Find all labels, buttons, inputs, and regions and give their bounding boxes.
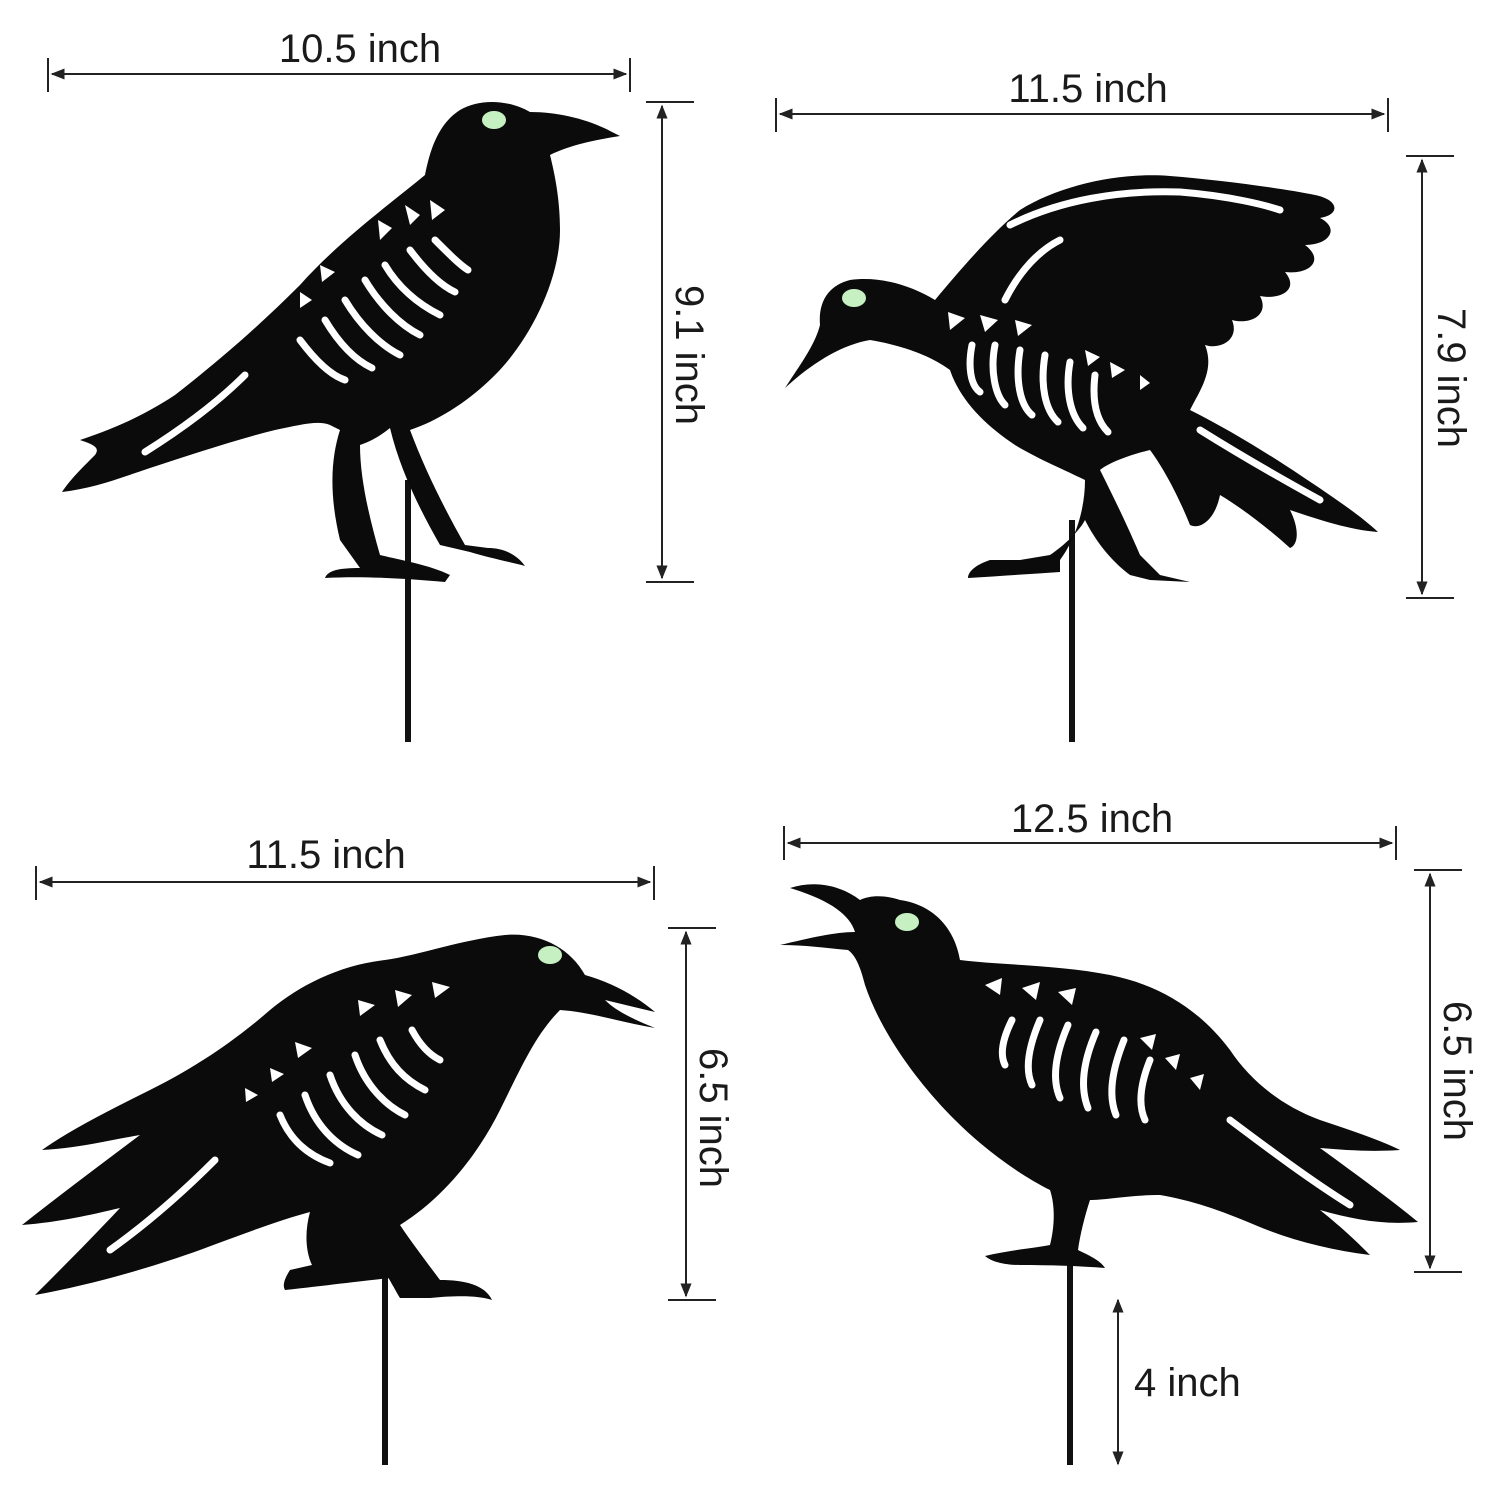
crow-4-height-dimension: 6.5 inch — [1414, 869, 1479, 1273]
crow-2-eye — [842, 289, 866, 307]
crow-4-stake-dimension: 4 inch — [1112, 1298, 1241, 1466]
crow-4-figure — [780, 884, 1418, 1465]
crow-1-height-label: 9.1 inch — [667, 285, 711, 425]
crow-1-eye — [482, 111, 506, 129]
crow-1-width-label: 10.5 inch — [279, 27, 441, 71]
crow-3-ribs — [106, 982, 450, 1254]
crow-2-height-label: 7.9 inch — [1429, 308, 1473, 448]
crow-3-height-dimension: 6.5 inch — [668, 927, 735, 1301]
crow-2-ribs — [948, 188, 1324, 504]
crow-2-width-dimension: 11.5 inch — [775, 67, 1389, 132]
crow-4-silhouette-icon — [780, 884, 1418, 1268]
crow-4-height-label: 6.5 inch — [1435, 1001, 1479, 1141]
crow-1-ribs — [141, 200, 472, 456]
crow-3-silhouette-icon — [22, 934, 655, 1300]
crow-2-width-label: 11.5 inch — [1008, 67, 1167, 111]
crow-3-figure — [22, 934, 655, 1465]
crow-3-height-label: 6.5 inch — [691, 1048, 735, 1188]
crow-4-eye — [895, 913, 919, 931]
crow-1-width-dimension: 10.5 inch — [47, 27, 631, 92]
crow-4-width-dimension: 12.5 inch — [783, 797, 1397, 860]
crow-2-silhouette-icon — [785, 175, 1378, 582]
crow-2-height-dimension: 7.9 inch — [1406, 155, 1473, 599]
crow-4-stake-label: 4 inch — [1134, 1361, 1241, 1405]
crow-1-figure — [62, 101, 620, 742]
crow-3-width-label: 11.5 inch — [246, 833, 405, 877]
crow-4-ribs — [985, 978, 1354, 1209]
crow-3-width-dimension: 11.5 inch — [35, 833, 655, 900]
crow-2-figure — [785, 175, 1378, 742]
crow-3-eye — [538, 946, 562, 964]
crow-1-height-dimension: 9.1 inch — [646, 101, 711, 583]
crow-4-width-label: 12.5 inch — [1011, 797, 1173, 841]
